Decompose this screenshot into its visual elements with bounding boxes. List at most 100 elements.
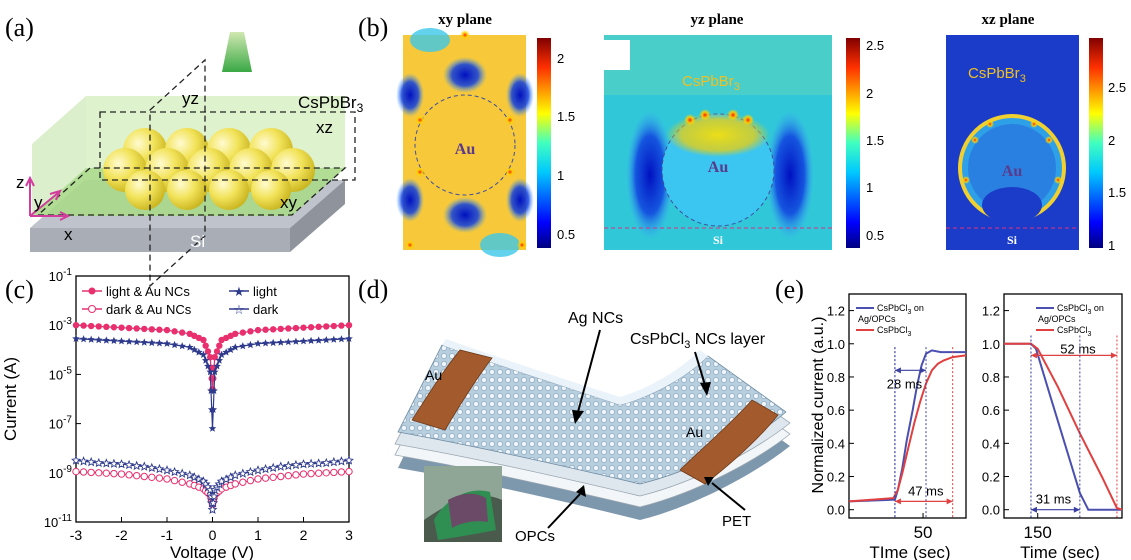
colorbar-yz-tick: 2.5 [866, 38, 884, 53]
data-point [217, 350, 226, 358]
data-point [208, 497, 219, 508]
y-tick-label: 0.4 [982, 436, 1000, 451]
arrow-head [1030, 506, 1037, 513]
data-point [200, 336, 207, 344]
si-substrate-front [30, 228, 290, 252]
interval-label: 28 ms [887, 376, 923, 391]
map-xz-si-label: Si [1007, 233, 1018, 247]
data-point [95, 469, 103, 477]
data-point [118, 324, 125, 331]
data-point [87, 468, 95, 477]
rise-plot-frame [848, 293, 967, 519]
y-tick-label: 10-3 [49, 316, 73, 333]
data-point [277, 472, 285, 481]
field-map-yz: yz plane Au CsPbBr3 Si 2.5 2 1.5 1 0.5 [604, 12, 884, 250]
data-point [292, 337, 300, 345]
data-point [300, 324, 307, 331]
arrow-head [1030, 352, 1037, 359]
data-point [284, 338, 293, 346]
colorbar-yz [846, 38, 860, 248]
data-point [204, 362, 212, 370]
au-electrode-left [411, 349, 493, 431]
data-point [307, 469, 315, 478]
map-xz-title: xz plane [982, 12, 1035, 28]
cspbcl3-arrow [694, 351, 706, 386]
data-point [216, 342, 223, 349]
data-point [131, 460, 142, 471]
data-point [155, 339, 164, 347]
legend-label: light [253, 284, 277, 299]
data-point [314, 469, 323, 477]
arrow-head [920, 367, 927, 374]
data-point [72, 467, 80, 476]
data-point [171, 328, 178, 335]
legend-label: Ag/OPCs [858, 314, 896, 324]
data-point [211, 367, 219, 376]
data-point [213, 362, 221, 370]
legend-label: dark & Au NCs [106, 302, 192, 317]
arrow-head [1110, 352, 1117, 359]
data-point [116, 459, 127, 469]
data-point [208, 424, 217, 432]
data-point [275, 461, 286, 471]
data-point [156, 326, 163, 333]
data-point [170, 476, 179, 485]
data-point [313, 458, 324, 468]
data-point [169, 466, 180, 477]
series-line [848, 349, 966, 503]
map-yz-si-label: Si [713, 233, 724, 247]
y-tick-label: 1.0 [982, 337, 1000, 352]
data-point [292, 471, 300, 479]
opcs-arrow [547, 493, 581, 529]
interval-label: 31 ms [1036, 492, 1072, 507]
data-point [163, 475, 171, 483]
pet-arrow [711, 482, 746, 511]
y-tick-label: 1.0 [827, 337, 845, 352]
data-point [330, 335, 338, 343]
panel-c: (c) -3 -2 -1 0 1 2 310-110-310-510-710-910-11 … [1, 267, 354, 560]
au-electrode-right [679, 399, 779, 485]
data-point [110, 324, 118, 331]
iv-xlabel: Voltage (V) [170, 543, 254, 560]
colorbar-xy-tick: 1 [557, 168, 564, 183]
opcs-label: OPCs [515, 528, 555, 545]
data-point [262, 326, 269, 333]
data-point [254, 339, 262, 347]
colorbar-xz-tick: 2 [1108, 133, 1115, 148]
colorbar-yz-tick: 0.5 [866, 228, 884, 243]
data-point [207, 386, 215, 394]
map-xz-material-label: CsPbBr3 [968, 65, 1026, 85]
data-point [207, 504, 218, 514]
x-tick-label: 0 [209, 527, 217, 543]
cspbbr3-left [32, 96, 86, 216]
panel-e: (e) Normalized current (a.u.) 0.00.20.40… [775, 275, 1123, 560]
ag-ncs-label: Ag NCs [568, 310, 623, 327]
data-point [163, 339, 171, 347]
data-point [79, 335, 88, 343]
data-point [178, 342, 186, 350]
map-xz-au-label: Au [1002, 163, 1023, 180]
colorbar-xy [537, 38, 551, 248]
x-tick-label: -3 [70, 527, 83, 543]
data-point [330, 468, 338, 477]
series-line [1004, 342, 1123, 511]
data-point [87, 322, 95, 330]
data-point [285, 325, 292, 332]
data-point [261, 339, 270, 347]
data-point [124, 459, 135, 470]
x-tick-label: 1 [254, 527, 262, 543]
data-point [231, 480, 239, 488]
axis-y-label: y [34, 193, 43, 212]
data-point [209, 405, 218, 413]
data-point [276, 338, 285, 346]
data-point [237, 468, 248, 478]
panel-e-label: (e) [775, 275, 804, 304]
map-yz-title: yz plane [691, 12, 744, 28]
colorbar-xz-tick: 2.5 [1108, 80, 1126, 95]
x-tick-label: 3 [345, 527, 353, 543]
data-point [86, 456, 97, 467]
iv-legend: light & Au NCs dark & Au NCs ★ light ☆ d… [82, 284, 279, 317]
y-tick-label: 10-9 [49, 464, 73, 481]
legend-label: CsPbCl3 on [1057, 303, 1104, 316]
data-point [239, 342, 247, 350]
